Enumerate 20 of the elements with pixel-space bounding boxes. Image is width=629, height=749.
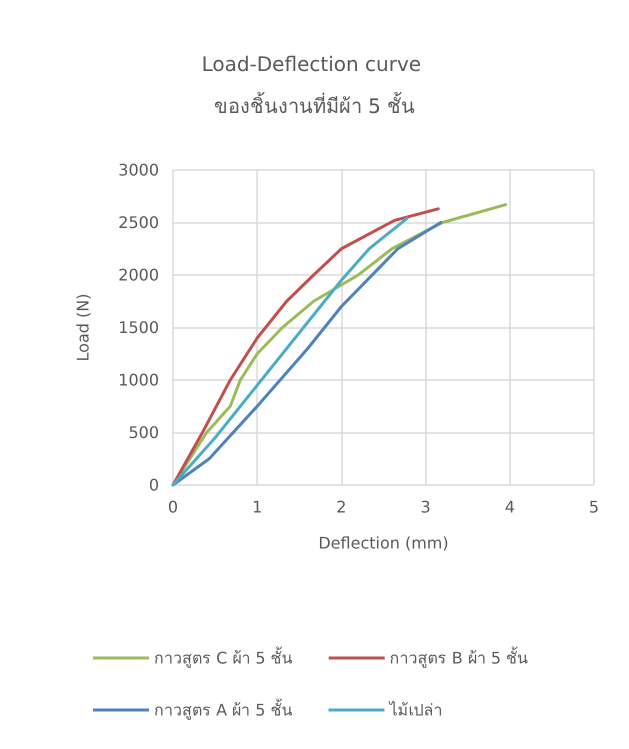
y-tick-label: 500 (128, 423, 159, 442)
x-tick-label: 2 (336, 498, 346, 516)
x-tick-label: 3 (420, 498, 431, 516)
legend-label: กาวสูตร B ผ้า 5 ชั้น (390, 646, 528, 668)
chart-title: Load-Deflection curve ของชิ้นงานที่มีผ้า 5 ชั้น (202, 52, 428, 118)
x-tick-label: 4 (504, 498, 515, 516)
y-tick-label: 2000 (118, 266, 159, 284)
y-tick-label: 3000 (118, 160, 159, 180)
legend-label: กาวสูตร A ผ้า 5 ชั้น (154, 698, 292, 720)
legend-label: กาวสูตร C ผ้า 5 ชั้น (154, 646, 293, 668)
y-axis-title: Load (N) (74, 294, 92, 362)
x-tick-label: 5 (588, 498, 600, 516)
x-axis-title: Deflection (mm) (318, 534, 449, 552)
y-tick-label: 0 (148, 476, 159, 494)
y-tick-label: 1500 (118, 318, 159, 337)
y-tick-label: 1000 (118, 370, 159, 390)
y-tick-label: 2500 (118, 213, 159, 232)
x-tick-label: 1 (252, 498, 262, 516)
legend-label: ไม้เปล่า (387, 700, 442, 720)
x-tick-label: 0 (168, 498, 178, 516)
